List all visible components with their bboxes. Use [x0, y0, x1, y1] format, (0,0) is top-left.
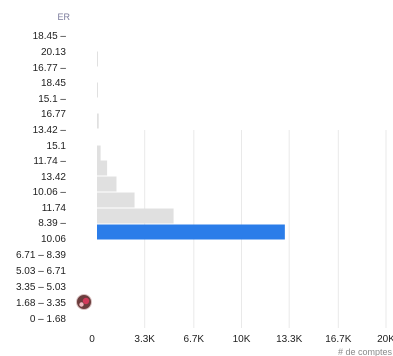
bars-layer [97, 51, 285, 240]
y-tick-label: 10.06 – [33, 187, 67, 198]
bar[interactable] [97, 82, 98, 98]
y-tick-label: 10.06 [41, 234, 66, 245]
y-tick-label: 3.35 – 5.03 [16, 282, 66, 293]
y-tick-label: 5.03 – 6.71 [16, 266, 66, 277]
y-tick-label: 16.77 [41, 109, 66, 120]
y-tick-label: 16.77 – [33, 63, 67, 74]
bar[interactable] [97, 145, 101, 161]
y-tick-label: 1.68 – 3.35 [16, 298, 66, 309]
y-tick-label: 11.74 – [33, 156, 66, 167]
bar[interactable] [97, 192, 135, 208]
bar[interactable] [97, 113, 99, 129]
y-tick-label: 18.45 – [33, 31, 67, 42]
y-axis-title: ER [57, 12, 70, 22]
bar-highlighted[interactable] [97, 224, 285, 240]
marker-layer [76, 294, 92, 310]
bar[interactable] [97, 208, 174, 224]
x-tick-label: 3.3K [134, 334, 155, 345]
x-axis-labels: 0 3.3K 6.7K 10K 13.3K 16.7K 20K [89, 334, 393, 345]
bar[interactable] [97, 51, 98, 67]
x-tick-label: 6.7K [184, 334, 205, 345]
x-tick-label: 10K [233, 334, 251, 345]
y-tick-label: 15.1 – [38, 94, 66, 105]
x-tick-label: 0 [89, 334, 95, 345]
y-tick-label: 8.39 – [38, 218, 66, 229]
x-axis-title: # de comptes [338, 347, 393, 356]
y-tick-label: 15.1 [47, 141, 67, 152]
y-tick-label: 18.45 [41, 78, 66, 89]
bar[interactable] [97, 176, 117, 192]
avatar-icon[interactable] [76, 294, 92, 310]
x-tick-label: 13.3K [276, 334, 302, 345]
y-axis-labels: 18.45 – 20.13 16.77 – 18.45 15.1 – 16.77 13.42… [16, 31, 66, 325]
x-tick-label: 16.7K [325, 334, 351, 345]
bar[interactable] [97, 160, 108, 176]
y-tick-label: 6.71 – 8.39 [16, 250, 66, 261]
y-tick-label: 13.42 [41, 172, 66, 183]
x-tick-label: 20K [377, 334, 393, 345]
y-tick-label: 13.42 – [33, 125, 67, 136]
y-tick-label: 11.74 [42, 203, 67, 214]
y-tick-label: 20.13 [41, 47, 66, 58]
y-tick-label: 0 – 1.68 [30, 314, 67, 325]
